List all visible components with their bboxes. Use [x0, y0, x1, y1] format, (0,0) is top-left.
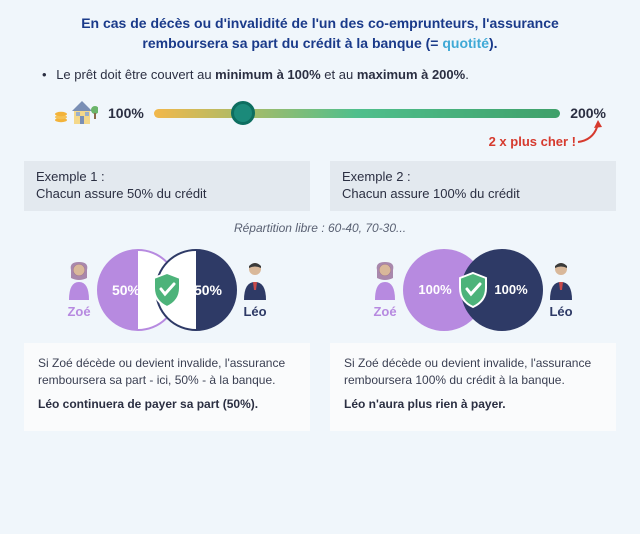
slider-left-label: 100% [108, 105, 144, 121]
ex2-venn: 100% 100% [403, 247, 543, 333]
example-1-header: Exemple 1 : Chacun assure 50% du crédit [24, 161, 310, 211]
ex1-right-pct: 50% [194, 282, 222, 298]
ex2-left-name: Zoé [373, 304, 396, 319]
male-icon [547, 260, 575, 302]
female-icon [371, 260, 399, 302]
ex2-person-right: Léo [547, 260, 575, 319]
intro-line2-after: ). [489, 35, 498, 51]
ex1-right-name: Léo [243, 304, 266, 319]
tree-icon [91, 106, 98, 119]
ex1-p1: Si Zoé décède ou devient invalide, l'ass… [38, 355, 296, 390]
example-2-header: Exemple 2 : Chacun assure 100% du crédit [330, 161, 616, 211]
arrow-icon [574, 120, 604, 146]
ex2-person-left: Zoé [371, 260, 399, 319]
ex1-left-name: Zoé [67, 304, 90, 319]
ex2-title-l1: Exemple 2 : [342, 169, 411, 184]
rule-prefix: Le prêt doit être couvert au [56, 67, 215, 82]
rule-suffix: . [465, 67, 469, 82]
quotite-term: quotité [442, 35, 489, 51]
ex1-venn: 50% 50% [97, 247, 237, 333]
ex2-right-name: Léo [549, 304, 572, 319]
ex2-p2: Léo n'aura plus rien à payer. [344, 397, 506, 411]
ex1-p2: Léo continuera de payer sa part (50%). [38, 397, 258, 411]
intro-line1: En cas de décès ou d'invalidité de l'un … [81, 15, 559, 31]
shield-icon [150, 271, 184, 309]
repartition-note: Répartition libre : 60-40, 70-30... [24, 221, 616, 235]
house-icon [72, 101, 92, 124]
ex2-explain: Si Zoé décède ou devient invalide, l'ass… [330, 343, 616, 431]
ex1-person-right: Léo [241, 260, 269, 319]
ex2-left-pct: 100% [418, 282, 451, 297]
shield-icon [456, 271, 490, 309]
coverage-rule: • Le prêt doit être couvert au minimum à… [24, 67, 616, 82]
ex2-right-pct: 100% [494, 282, 527, 297]
ex2-title-l2: Chacun assure 100% du crédit [342, 186, 520, 201]
rule-mid: et au [321, 67, 357, 82]
bullet-icon: • [42, 67, 47, 82]
ex1-title-l1: Exemple 1 : [36, 169, 105, 184]
cost-note: 2 x plus cher ! [24, 134, 616, 149]
male-icon [241, 260, 269, 302]
ex1-title-l2: Chacun assure 50% du crédit [36, 186, 207, 201]
intro-line2-before: remboursera sa part du crédit à la banqu… [142, 35, 442, 51]
rule-max: maximum à 200% [357, 67, 465, 82]
coins-icon [55, 112, 67, 122]
charts-row: Zoé 50% 50% Léo Si Zoé [24, 247, 616, 431]
ex1-left-pct: 50% [112, 282, 140, 298]
slider-right-label: 200% [570, 105, 606, 121]
slider-track [154, 109, 560, 118]
ex2-chart: Zoé 100% 100% Léo [330, 247, 616, 333]
ex1-person-left: Zoé [65, 260, 93, 319]
example-2: Exemple 2 : Chacun assure 100% du crédit [330, 161, 616, 211]
ex2-p1: Si Zoé décède ou devient invalide, l'ass… [344, 355, 602, 390]
intro-text: En cas de décès ou d'invalidité de l'un … [24, 14, 616, 53]
examples-row: Exemple 1 : Chacun assure 50% du crédit … [24, 161, 616, 211]
slider-thumb [231, 101, 255, 125]
ex1-chart: Zoé 50% 50% Léo [24, 247, 310, 333]
rule-min: minimum à 100% [215, 67, 321, 82]
coverage-slider: 100% 200% [24, 98, 616, 128]
coins-house-icon [54, 98, 98, 128]
cost-note-text: 2 x plus cher ! [489, 134, 576, 149]
ex1-explain: Si Zoé décède ou devient invalide, l'ass… [24, 343, 310, 431]
female-icon [65, 260, 93, 302]
example-1: Exemple 1 : Chacun assure 50% du crédit [24, 161, 310, 211]
